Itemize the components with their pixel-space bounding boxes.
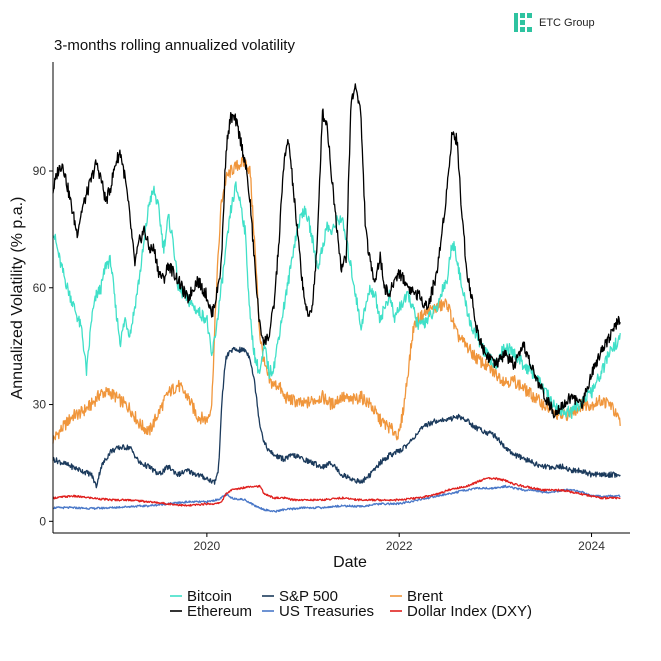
x-tick-label: 2024 — [578, 539, 605, 553]
y-tick-label: 90 — [33, 164, 47, 178]
y-tick-label: 30 — [33, 398, 47, 412]
legend-label-dollar-index-dxy: Dollar Index (DXY) — [407, 603, 532, 620]
y-axis-label: Annualized Volatility (% p.a.) — [9, 197, 26, 400]
x-axis-label: Date — [333, 554, 367, 571]
x-tick-label: 2022 — [386, 539, 413, 553]
y-ticks: 0 30 60 90 — [33, 164, 53, 528]
etc-group-logo-icon — [514, 13, 532, 32]
brand-name: ETC Group — [539, 16, 595, 29]
series-line-s-p-500 — [52, 346, 621, 489]
legend-label-us-treasuries: US Treasuries — [279, 603, 374, 620]
x-tick-label: 2020 — [194, 539, 221, 553]
chart-title: 3-months rolling annualized volatility — [54, 37, 295, 54]
series-line-dollar-index-dxy — [52, 476, 621, 507]
legend-label-brent: Brent — [407, 588, 444, 605]
legend-label-ethereum: Ethereum — [187, 603, 252, 620]
y-tick-label: 0 — [39, 514, 46, 528]
brand: ETC Group — [514, 13, 595, 32]
series-line-brent — [52, 156, 621, 444]
legend-label-bitcoin: Bitcoin — [187, 588, 232, 605]
y-tick-label: 60 — [33, 281, 47, 295]
series-line-ethereum — [52, 83, 621, 419]
series-line-bitcoin — [52, 181, 621, 420]
series-line-us-treasuries — [52, 484, 621, 513]
x-ticks: 2020 2022 2024 — [194, 533, 605, 553]
legend-label-s-p-500: S&P 500 — [279, 588, 338, 605]
series-layer — [52, 83, 621, 513]
